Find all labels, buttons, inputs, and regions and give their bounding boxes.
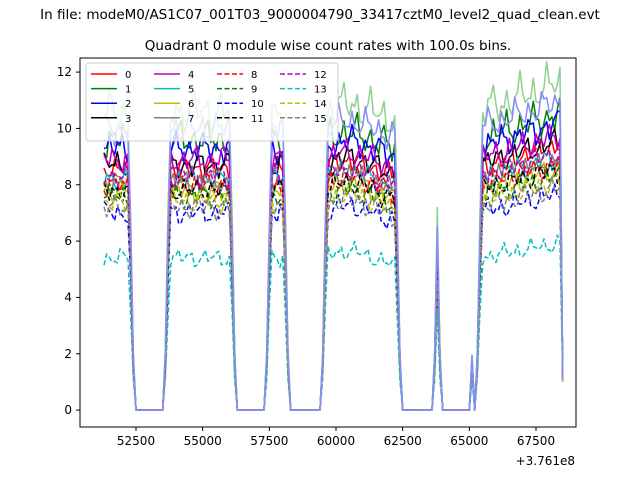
legend-label-0: 0: [125, 70, 131, 81]
x-tick-label-6: 67500: [517, 434, 555, 448]
y-tick-label-4: 8: [64, 178, 72, 192]
y-tick-label-5: 10: [57, 121, 72, 135]
series-line-13: [103, 234, 564, 411]
legend-label-14: 14: [314, 99, 327, 110]
y-tick-label-0: 0: [64, 403, 72, 417]
legend-label-15: 15: [314, 114, 327, 125]
series-line-4: [103, 123, 564, 411]
legend-label-6: 6: [188, 99, 194, 110]
legend-label-12: 12: [314, 70, 327, 81]
series-line-15: [103, 176, 564, 411]
x-tick-label-3: 60000: [317, 434, 355, 448]
y-tick-label-1: 2: [64, 347, 72, 361]
legend-label-5: 5: [188, 85, 194, 96]
legend-label-10: 10: [251, 99, 264, 110]
plot-area-frame: [79, 57, 577, 428]
legend-label-13: 13: [314, 85, 327, 96]
legend-label-7: 7: [188, 114, 194, 125]
series-line-10: [103, 183, 564, 411]
series-line-11: [103, 163, 564, 411]
x-tick-label-0: 52500: [117, 434, 155, 448]
x-tick-label-4: 62500: [384, 434, 422, 448]
x-tick-label-5: 65000: [450, 434, 488, 448]
series-line-8: [103, 155, 564, 411]
x-tick-label-1: 55000: [184, 434, 222, 448]
legend-label-4: 4: [188, 70, 194, 81]
series-line-12: [103, 147, 564, 411]
legend-label-9: 9: [251, 85, 257, 96]
legend-box: [85, 62, 339, 142]
series-line-14: [103, 173, 564, 411]
figure-suptitle: In file: modeM0/AS1C07_001T03_9000004790…: [40, 7, 600, 23]
x-axis-offset-label: +3.761e8: [516, 454, 575, 468]
x-axis: 52500 55000 57500 60000 62500 65000 67500: [117, 427, 555, 448]
chart-title: Quadrant 0 module wise count rates with …: [145, 38, 511, 54]
y-tick-label-2: 4: [64, 290, 72, 304]
legend-label-3: 3: [125, 114, 131, 125]
x-tick-label-2: 57500: [250, 434, 288, 448]
y-axis: 0 2 4 6 8 10 12: [57, 65, 80, 417]
legend-label-8: 8: [251, 70, 257, 81]
legend-label-1: 1: [125, 85, 131, 96]
y-tick-label-6: 12: [57, 65, 72, 79]
legend-label-2: 2: [125, 99, 131, 110]
legend-label-11: 11: [251, 114, 264, 125]
y-tick-label-3: 6: [64, 234, 72, 248]
